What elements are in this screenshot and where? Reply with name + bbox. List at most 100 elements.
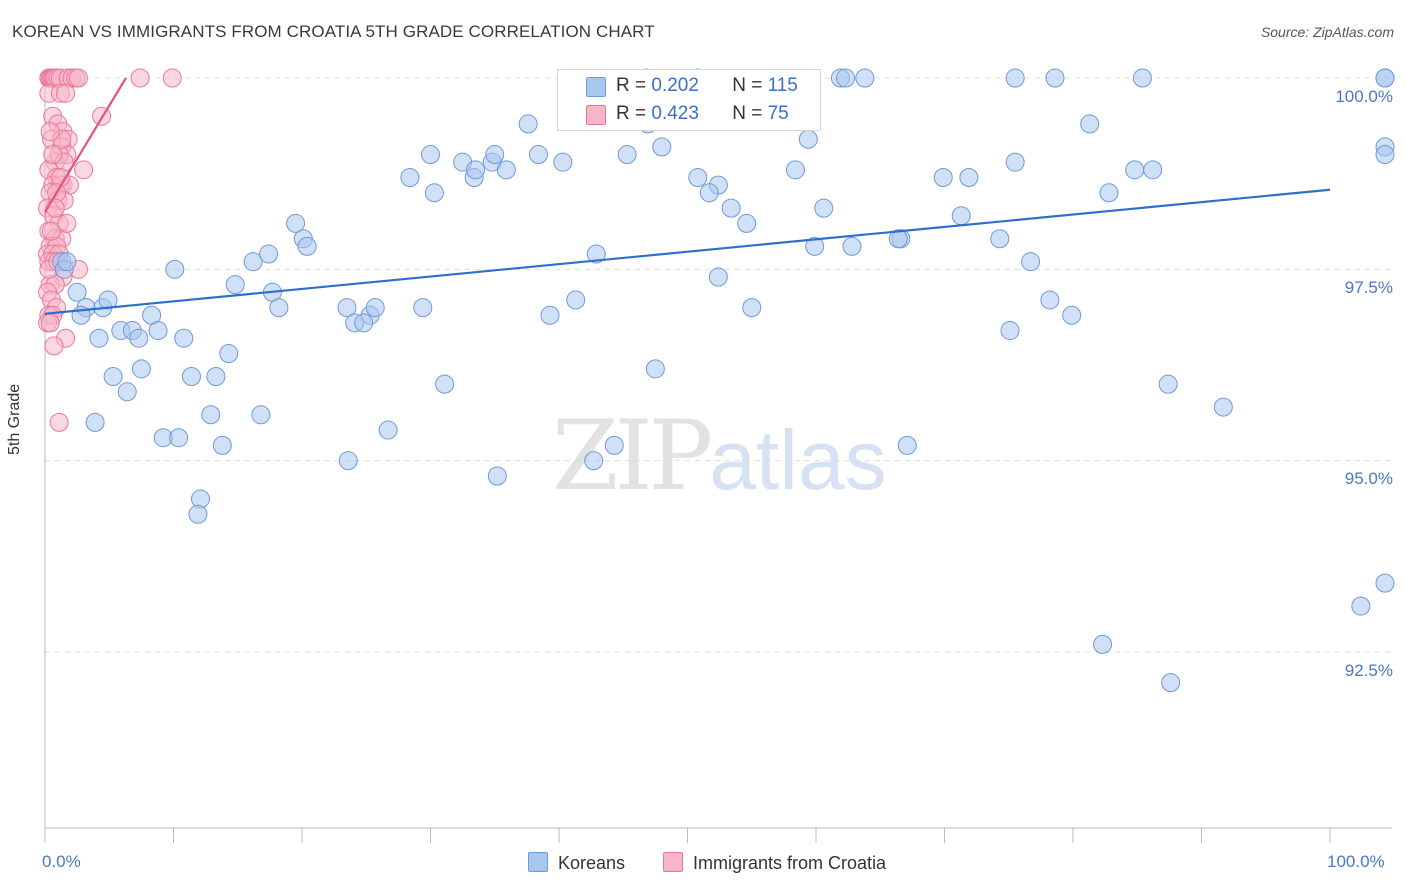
korean-point [990, 229, 1010, 249]
korean-point [487, 466, 507, 486]
korean-point [485, 145, 505, 165]
korean-point [1005, 68, 1025, 88]
croatia-swatch [586, 105, 606, 125]
legend-label-croatia: Immigrants from Croatia [693, 853, 887, 873]
korean-point [400, 167, 420, 187]
korean-point [959, 167, 979, 187]
korean-point [98, 290, 118, 310]
korean-point [798, 129, 818, 149]
korean-point [1125, 160, 1145, 180]
korean-point [951, 206, 971, 226]
korean-point [805, 236, 825, 256]
korean-point [836, 68, 856, 88]
korean-point [465, 160, 485, 180]
korean-point [165, 259, 185, 279]
korean-point [842, 236, 862, 256]
croatia-n-label: N = [732, 103, 768, 124]
korean-point [721, 198, 741, 218]
croatia-point [162, 68, 182, 88]
croatia-point [130, 68, 150, 88]
croatia-point [56, 83, 76, 103]
croatia-trend-line [44, 77, 127, 213]
croatia-point [68, 68, 88, 88]
korean-point [553, 152, 573, 172]
korean-point [131, 359, 151, 379]
croatia-point [40, 122, 60, 142]
korean-point [1062, 305, 1082, 325]
korean-point [181, 366, 201, 386]
korean-point [251, 405, 271, 425]
korean-point [586, 244, 606, 264]
korean-point [645, 359, 665, 379]
korean-point [1158, 374, 1178, 394]
korean-point [496, 160, 516, 180]
korean-point [297, 236, 317, 256]
legend-item-croatia[interactable]: Immigrants from Croatia [663, 852, 886, 874]
korean-point [269, 298, 289, 318]
korean-point [1375, 145, 1395, 165]
korean-point [1021, 252, 1041, 272]
stats-legend: R = 0.202 N = 115 R = 0.423 N = 75 [557, 69, 821, 131]
watermark: ZIPatlas [552, 400, 887, 512]
korean-point [421, 145, 440, 165]
korean-n-value: 115 [767, 75, 798, 96]
grid-lines [45, 77, 1392, 653]
korean-point [742, 298, 762, 318]
trend-lines [44, 77, 1331, 315]
source-credit: Source: ZipAtlas.com [1260, 24, 1394, 40]
korean-r-label: R = [616, 75, 652, 96]
korean-point [604, 435, 624, 455]
y-axis-label: 5th Grade [6, 383, 23, 455]
korean-point [1005, 152, 1025, 172]
korean-point [286, 213, 306, 233]
croatia-legend-swatch [663, 852, 683, 872]
croatia-stats: R = 0.423 N = 75 [616, 103, 789, 125]
korean-point [354, 313, 374, 333]
korean-point [243, 252, 263, 272]
korean-point [206, 366, 226, 386]
korean-point [1375, 573, 1395, 593]
korean-point [737, 213, 757, 233]
korean-point [566, 290, 586, 310]
korean-point [67, 282, 87, 302]
korean-point [188, 504, 208, 524]
croatia-r-value: 0.423 [651, 103, 699, 124]
korean-point [338, 451, 358, 471]
korean-point [424, 183, 444, 203]
korean-point [1093, 634, 1113, 654]
korean-point [528, 145, 548, 165]
korean-trend-line [44, 188, 1331, 315]
korean-point [57, 252, 77, 272]
korean-point [201, 405, 221, 425]
korean-point [259, 244, 279, 264]
korean-point [219, 344, 239, 364]
x-tick-label: 0.0% [42, 852, 81, 871]
croatia-r-label: R = [616, 103, 652, 124]
croatia-point [74, 160, 94, 180]
korean-point [103, 366, 123, 386]
korean-point [413, 298, 433, 318]
korean-point [617, 145, 637, 165]
y-tick-label: 95.0% [1344, 469, 1393, 488]
watermark-zip: ZIP [552, 400, 713, 512]
korean-point [814, 198, 834, 218]
y-tick-label: 100.0% [1335, 87, 1393, 106]
korean-point [1000, 321, 1020, 341]
croatia-point [49, 412, 69, 432]
watermark-atlas: atlas [709, 413, 887, 507]
korean-point [1045, 68, 1065, 88]
korean-point [174, 328, 194, 348]
korean-points [52, 68, 1395, 693]
croatia-point [57, 213, 77, 233]
korean-point [699, 183, 719, 203]
korean-point [518, 114, 538, 134]
korean-point [1213, 397, 1233, 417]
korean-point [1161, 673, 1181, 693]
croatia-point [45, 198, 65, 218]
croatia-point [43, 145, 63, 165]
korean-point [897, 435, 917, 455]
korean-point [378, 420, 398, 440]
legend-item-koreans[interactable]: Koreans [528, 852, 625, 874]
croatia-n-value: 75 [767, 103, 789, 124]
